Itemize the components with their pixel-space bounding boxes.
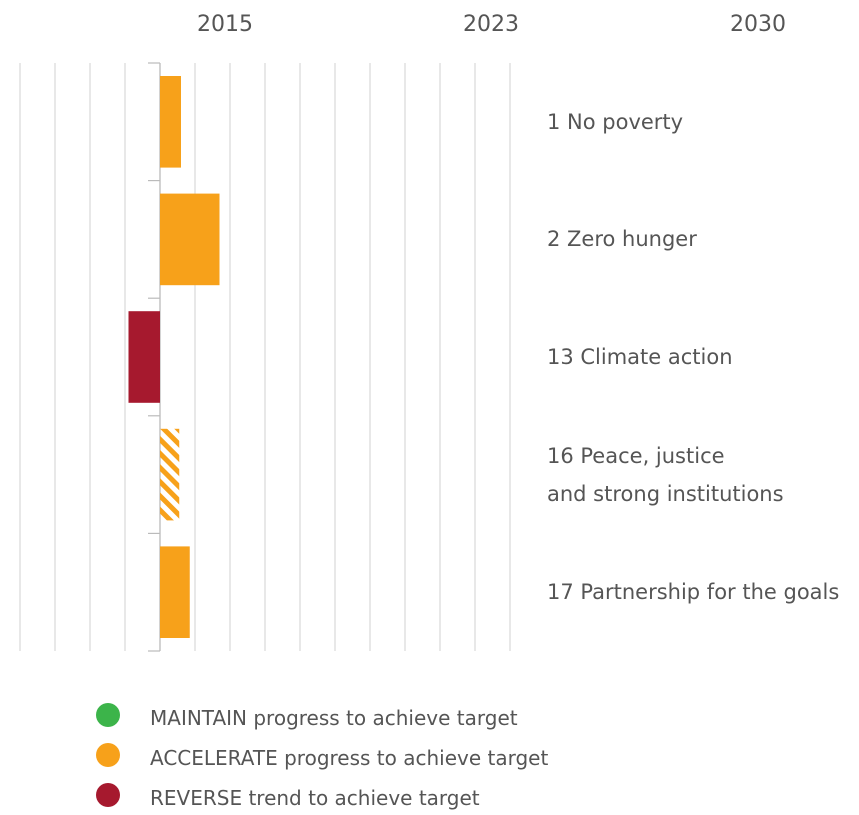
category-label: 13 Climate action <box>547 345 733 369</box>
column-label: 2015 <box>197 12 253 37</box>
bar <box>160 428 180 521</box>
legend-label: REVERSE trend to achieve target <box>150 786 480 810</box>
column-label: 2030 <box>730 12 786 37</box>
column-label: 2023 <box>463 12 519 37</box>
bar <box>160 193 220 286</box>
category-label: 2 Zero hunger <box>547 227 697 252</box>
legend-label: ACCELERATE progress to achieve target <box>150 746 549 770</box>
legend-swatch <box>96 703 120 727</box>
category-label: 16 Peace, justice and strong institution… <box>547 443 784 506</box>
legend-swatch <box>96 743 120 767</box>
legend-label: MAINTAIN progress to achieve target <box>150 706 518 730</box>
category-label: 1 No poverty <box>547 109 684 134</box>
legend-swatch <box>96 783 120 807</box>
bar <box>160 546 190 638</box>
category-label: 17 Partnership for the goals <box>547 580 840 605</box>
bar <box>128 311 160 403</box>
bar <box>160 76 181 168</box>
